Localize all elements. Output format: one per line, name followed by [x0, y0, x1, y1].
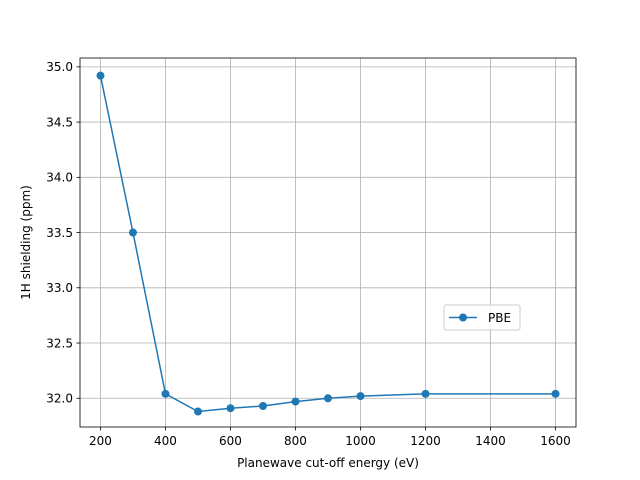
data-point: [128, 228, 137, 237]
y-tick-label: 32.5: [46, 336, 73, 350]
legend-box: [443, 304, 521, 331]
x-tick-label: 1600: [540, 434, 571, 448]
x-tick-label: 200: [89, 434, 112, 448]
data-point: [226, 404, 235, 413]
data-point: [324, 394, 332, 403]
data-point: [356, 392, 365, 401]
y-tick-label: 32.0: [46, 392, 73, 406]
y-tick-label: 35.0: [46, 60, 73, 74]
data-point: [193, 407, 202, 416]
legend-entry-pbe: PBE: [488, 311, 511, 325]
y-tick-label: 33.5: [46, 226, 73, 240]
x-tick-label: 600: [219, 434, 242, 448]
data-point: [551, 389, 560, 398]
ticks: 200 400 600 800 1000 1200 1400 1600 32.0 32.5 33.0…: [46, 60, 571, 448]
data-point: [421, 389, 430, 398]
y-tick-label: 34.5: [46, 115, 73, 129]
grid: [80, 58, 576, 427]
legend: PBE: [443, 304, 521, 331]
data-point: [258, 402, 267, 411]
x-tick-label: 1000: [345, 434, 376, 448]
x-axis-label: Planewave cut-off energy (eV): [237, 456, 419, 470]
legend-marker: [459, 313, 467, 322]
x-tick-label: 400: [154, 434, 177, 448]
axes-frame: [79, 57, 577, 428]
y-axis-label: 1H shielding (ppm): [19, 185, 33, 300]
y-tick-label: 33.0: [46, 281, 73, 295]
x-tick-label: 1400: [475, 434, 506, 448]
x-tick-label: 1200: [410, 434, 441, 448]
data-point: [291, 397, 300, 406]
data-point: [161, 389, 170, 398]
data-point: [96, 71, 105, 80]
series-layer: [96, 71, 560, 416]
x-tick-label: 800: [284, 434, 307, 448]
y-tick-label: 34.0: [46, 171, 73, 185]
